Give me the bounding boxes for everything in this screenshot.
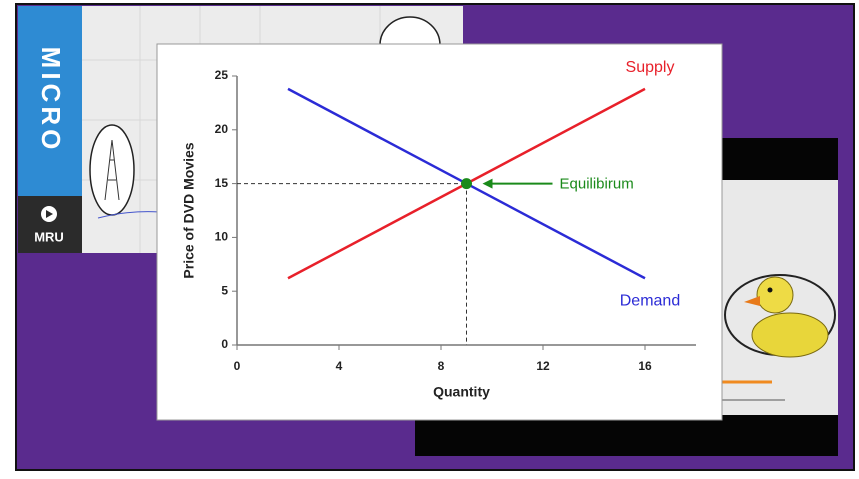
y-tick-label: 15 xyxy=(215,176,229,190)
duck-body xyxy=(752,313,828,357)
y-tick-label: 25 xyxy=(215,68,229,82)
mru-band xyxy=(18,196,82,253)
equilibrium-point xyxy=(461,178,472,189)
micro-label: MICRO xyxy=(36,47,66,154)
annotation: Equilibirum xyxy=(560,176,634,193)
x-tick-label: 8 xyxy=(438,359,445,373)
oil-rig-icon xyxy=(90,125,134,215)
y-tick-label: 20 xyxy=(215,122,229,136)
y-tick-label: 10 xyxy=(215,230,229,244)
y-axis-label: Price of DVD Movies xyxy=(181,142,197,278)
x-axis-label: Quantity xyxy=(433,384,490,400)
x-tick-label: 12 xyxy=(536,359,550,373)
mru-label: MRU xyxy=(34,229,64,244)
x-tick-label: 16 xyxy=(638,359,652,373)
series-label: Supply xyxy=(626,59,675,76)
screenshot: MICRO MRU 0 5 10 15 20 25 0 4 8 12 16 Quantity Price… xyxy=(0,0,859,474)
duck-head xyxy=(757,277,793,313)
x-tick-label: 0 xyxy=(234,359,241,373)
y-tick-label: 0 xyxy=(221,337,228,351)
duck-eye xyxy=(768,288,773,293)
x-tick-label: 4 xyxy=(336,359,343,373)
y-tick-label: 5 xyxy=(221,283,228,297)
series-label: Demand xyxy=(620,293,680,310)
